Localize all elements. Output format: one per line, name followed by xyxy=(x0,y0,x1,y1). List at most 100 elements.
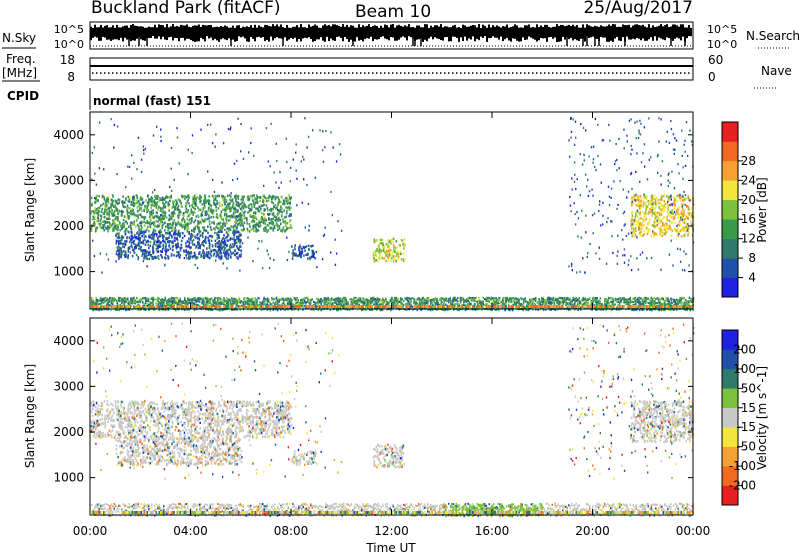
echo-cell xyxy=(324,146,326,149)
echo-cell xyxy=(253,229,255,233)
echo-cell xyxy=(672,264,674,267)
echo-cell xyxy=(653,224,656,227)
echo-cell xyxy=(144,204,147,208)
echo-cell xyxy=(276,159,278,163)
echo-cell xyxy=(185,207,188,210)
echo-cell xyxy=(191,240,194,243)
echo-cell xyxy=(400,250,402,253)
echo-cell xyxy=(107,198,109,201)
echo-cell xyxy=(173,236,176,239)
echo-cell xyxy=(146,207,149,210)
echo-cell xyxy=(100,214,102,217)
echo-cell xyxy=(442,308,445,311)
echo-cell xyxy=(549,308,551,311)
echo-cell xyxy=(222,226,224,229)
echo-cell xyxy=(402,252,405,255)
echo-cell xyxy=(207,250,210,254)
echo-cell xyxy=(250,220,253,223)
echo-cell xyxy=(186,224,188,227)
echo-cell xyxy=(334,263,337,266)
echo-cell xyxy=(387,259,389,262)
echo-cell xyxy=(408,297,410,300)
echo-cell xyxy=(633,195,635,199)
echo-cell xyxy=(643,197,645,200)
echo-cell xyxy=(217,230,220,234)
freq-label-line1: Freq. xyxy=(6,52,36,66)
echo-cell xyxy=(673,196,676,199)
echo-cell xyxy=(167,239,170,243)
echo-cell xyxy=(156,232,158,236)
echo-cell xyxy=(629,298,631,302)
echo-cell xyxy=(177,216,180,220)
echo-cell xyxy=(173,233,175,236)
echo-cell xyxy=(207,199,210,202)
echo-cell xyxy=(276,224,279,227)
echo-cell xyxy=(90,229,93,232)
echo-cell xyxy=(264,208,266,211)
echo-cell xyxy=(341,304,343,308)
echo-cell xyxy=(650,256,653,260)
echo-cell xyxy=(549,303,552,306)
echo-cell xyxy=(168,203,171,206)
echo-cell xyxy=(302,302,304,305)
echo-cell xyxy=(150,206,152,210)
echo-cell xyxy=(295,151,297,154)
echo-cell xyxy=(450,301,452,305)
echo-cell xyxy=(135,201,138,205)
echo-cell xyxy=(93,255,96,258)
echo-cell xyxy=(301,250,304,253)
echo-cell xyxy=(645,204,647,207)
echo-cell xyxy=(676,228,679,231)
echo-cell xyxy=(667,185,669,188)
cpid-label: CPID xyxy=(7,89,39,103)
echo-cell xyxy=(141,197,144,201)
echo-cell xyxy=(671,170,673,173)
echo-cell xyxy=(248,230,251,233)
echo-cell xyxy=(199,195,201,198)
echo-cell xyxy=(149,240,152,244)
echo-cell xyxy=(126,212,129,215)
echo-cell xyxy=(272,229,275,232)
echo-cell xyxy=(129,196,131,199)
echo-cell xyxy=(187,250,190,253)
echo-cell xyxy=(666,218,669,222)
echo-cell xyxy=(143,233,145,236)
echo-cell xyxy=(189,255,192,258)
echo-cell xyxy=(382,243,385,247)
echo-cell xyxy=(271,195,274,199)
echo-cell xyxy=(235,203,238,207)
echo-cell xyxy=(183,219,186,222)
echo-cell xyxy=(242,225,244,228)
echo-cell xyxy=(671,297,673,301)
echo-cell xyxy=(674,137,676,140)
echo-cell xyxy=(238,206,241,209)
echo-cell xyxy=(380,249,383,253)
echo-cell xyxy=(243,201,245,205)
echo-cell xyxy=(203,240,206,243)
echo-cell xyxy=(202,235,204,238)
echo-cell xyxy=(280,210,282,213)
echo-cell xyxy=(660,213,663,216)
echo-cell xyxy=(649,218,651,221)
echo-cell xyxy=(180,205,183,208)
echo-cell xyxy=(108,209,111,213)
echo-cell xyxy=(202,300,204,304)
echo-cell xyxy=(617,234,619,237)
echo-cell xyxy=(97,214,100,217)
echo-cell xyxy=(204,255,206,258)
echo-cell xyxy=(142,252,144,255)
echo-cell xyxy=(188,237,190,240)
echo-cell xyxy=(258,240,260,243)
echo-cell xyxy=(97,219,100,223)
echo-cell xyxy=(147,200,150,203)
echo-cell xyxy=(139,221,142,224)
echo-cell xyxy=(584,271,586,274)
echo-cell xyxy=(657,222,659,225)
echo-cell xyxy=(529,301,532,304)
echo-cell xyxy=(193,200,195,203)
echo-cell xyxy=(110,199,113,202)
echo-cell xyxy=(634,216,636,219)
echo-cell xyxy=(269,309,272,312)
echo-cell xyxy=(160,214,162,217)
echo-cell xyxy=(92,210,95,213)
